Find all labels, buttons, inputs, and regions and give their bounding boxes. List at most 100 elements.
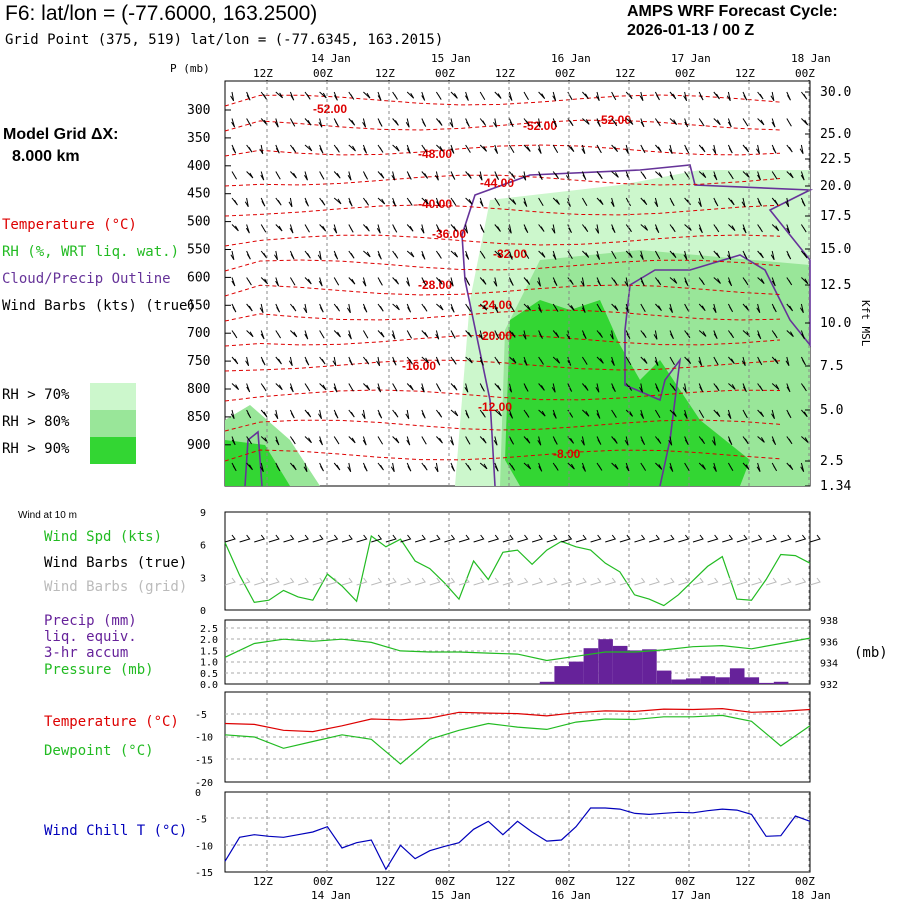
legend-temperature: Temperature (°C) [2, 217, 137, 233]
profile-wind-barb [727, 330, 735, 339]
profile-wind-barb [538, 462, 543, 472]
profile-wind-barb [669, 330, 674, 340]
profile-wind-barb [698, 224, 703, 234]
profile-wind-barb [231, 224, 239, 232]
profile-wind-barb [698, 118, 705, 127]
bottom-hour-label: 12Z [495, 875, 515, 888]
profile-wind-barb [786, 277, 793, 286]
profile-wind-barb [581, 144, 586, 154]
profile-wind-barb [332, 356, 337, 367]
profile-wind-barb [508, 118, 514, 127]
profile-wind-barb [362, 462, 368, 472]
profile-wind-barb [246, 303, 253, 312]
profile-wind-barb [479, 436, 487, 444]
profile-wind-barb [582, 250, 590, 258]
grid-point-subtitle: Grid Point (375, 519) lat/lon = (-77.634… [5, 32, 444, 48]
top-hour-label: 12Z [375, 67, 395, 80]
profile-wind-barb [450, 356, 457, 365]
pressure-tick-label: 300 [187, 103, 210, 118]
surface-wind-barb [297, 534, 309, 543]
profile-wind-barb [625, 383, 633, 391]
profile-wind-barb [785, 356, 790, 366]
profile-wind-barb [465, 171, 472, 179]
top-hour-label: 00Z [435, 67, 455, 80]
profile-wind-barb [479, 118, 487, 126]
profile-wind-barb [434, 171, 439, 181]
kft-tick-label: 5.0 [820, 403, 843, 418]
profile-wind-barb [581, 462, 586, 472]
profile-wind-barb [244, 197, 249, 208]
profile-wind-barb [508, 91, 513, 101]
profile-wind-barb [494, 330, 500, 339]
wind-spd-label: Wind Spd (kts) [44, 529, 163, 545]
temperature-contour-label: -48.00 [418, 147, 452, 161]
precip-bar [759, 682, 774, 684]
profile-wind-barb [406, 144, 411, 154]
surface-wind-barb [429, 534, 441, 543]
profile-wind-barb [640, 171, 647, 180]
profile-wind-barb [611, 118, 618, 127]
surface-wind-barb-grid [239, 577, 251, 586]
profile-wind-barb [231, 197, 238, 206]
bottom-date-label: 16 Jan [551, 889, 591, 900]
profile-wind-barb [538, 224, 545, 232]
bottom-date-label: 18 Jan [791, 889, 831, 900]
profile-wind-barb [377, 409, 383, 419]
profile-wind-barb [654, 197, 659, 207]
temperature-contour-label: -12.00 [478, 400, 512, 414]
profile-wind-barb [771, 197, 779, 206]
profile-wind-barb [465, 303, 472, 312]
model-grid-label: Model Grid ΔX: [3, 126, 119, 143]
profile-wind-barb [260, 356, 266, 366]
rh70-swatch [90, 383, 136, 410]
profile-wind-barb [611, 462, 619, 470]
profile-wind-barb [377, 436, 384, 445]
profile-wind-barb [713, 171, 718, 181]
profile-wind-barb [435, 250, 442, 259]
profile-wind-barb [363, 383, 371, 391]
profile-wind-barb [698, 436, 706, 444]
profile-wind-barb [450, 330, 456, 339]
surface-wind-barb [312, 534, 324, 543]
profile-wind-barb [348, 277, 356, 285]
profile-wind-barb [728, 383, 736, 390]
profile-wind-barb [493, 118, 497, 128]
profile-wind-barb [319, 197, 326, 206]
profile-wind-barb [421, 91, 426, 101]
profile-wind-barb [361, 409, 366, 420]
profile-wind-barb [494, 250, 502, 258]
precip-bar [583, 648, 599, 684]
profile-wind-barb [304, 383, 311, 392]
profile-wind-barb [333, 277, 340, 286]
profile-wind-barb [304, 171, 308, 181]
wind-chill-line [224, 807, 811, 871]
surface-wind-barb-grid [619, 577, 631, 586]
profile-wind-barb [231, 462, 237, 472]
profile-wind-barb [538, 330, 543, 339]
profile-wind-barb [698, 409, 705, 419]
pressure-line [224, 637, 811, 662]
profile-wind-barb [668, 436, 673, 446]
legend-wind: Wind Barbs (kts) (true) [2, 298, 196, 314]
pressure-tick-label: 600 [187, 270, 210, 285]
precip-bar [539, 681, 555, 684]
profile-wind-barb [274, 250, 278, 261]
kft-tick-label: 25.0 [820, 127, 851, 142]
profile-wind-barb [362, 330, 369, 339]
profile-wind-barb [450, 436, 454, 446]
profile-wind-barb [742, 409, 748, 419]
precip-tick: 2.0 [200, 635, 218, 646]
profile-wind-barb [625, 409, 634, 417]
profile-wind-barb [536, 118, 541, 128]
profile-wind-barb [684, 462, 690, 471]
surface-wind-barb-grid [502, 577, 514, 586]
profile-wind-barb [333, 91, 338, 101]
profile-wind-barb [289, 250, 295, 260]
profile-wind-barb [450, 171, 456, 180]
surface-wind-barb [283, 534, 295, 543]
profile-wind-barb [552, 277, 558, 286]
profile-wind-barb [668, 144, 673, 154]
profile-wind-barb [288, 197, 293, 208]
profile-wind-barb [786, 462, 794, 471]
profile-wind-barb [479, 250, 486, 259]
